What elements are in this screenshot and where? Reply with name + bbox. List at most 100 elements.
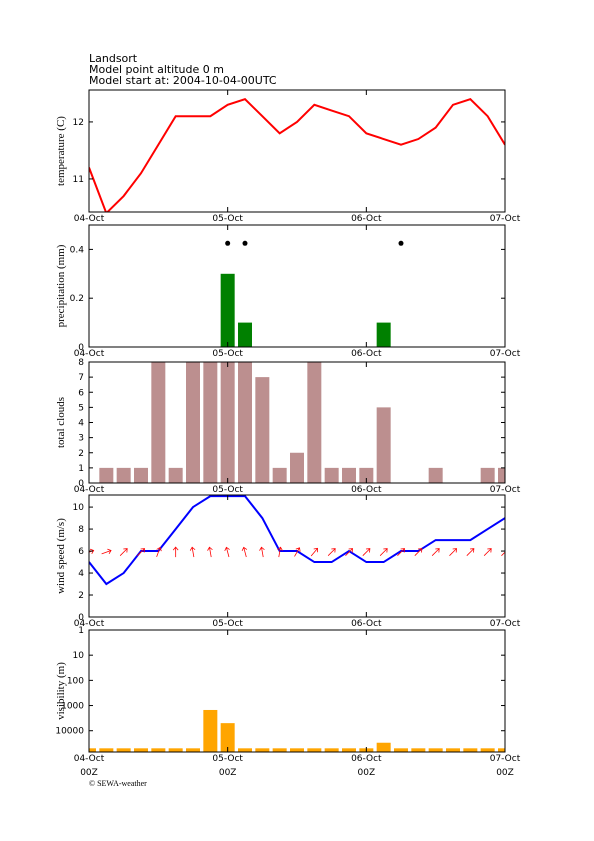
wind-arrow	[189, 546, 196, 558]
x-tick-label: 05-Oct	[212, 349, 243, 359]
y-tick-label: 0	[78, 343, 84, 353]
x-tick-label: 06-Oct	[351, 214, 382, 224]
bar	[376, 742, 391, 752]
bar	[238, 362, 252, 483]
wind-arrow	[224, 546, 230, 558]
y-tick-label: 11	[73, 175, 84, 185]
y-axis-label: temperature (C)	[55, 116, 67, 186]
bar	[428, 467, 443, 483]
bar	[480, 467, 495, 483]
y-tick-label: 2	[78, 591, 84, 601]
wind-arrow-shape	[224, 546, 230, 558]
y-axis-label: precipitation (mm)	[55, 244, 67, 327]
y-tick-label: 1	[78, 464, 84, 474]
wind-arrow-shape	[483, 548, 492, 556]
x-tick-label: 07-Oct	[490, 754, 521, 764]
wind-arrow-shape	[414, 548, 423, 556]
wind-arrow-shape	[137, 548, 145, 556]
wind-arrow	[137, 548, 145, 556]
plot-frame	[88, 361, 506, 484]
plot-frame	[88, 629, 506, 753]
bar	[134, 748, 148, 752]
wind-arrow-shape	[156, 546, 162, 557]
bar	[116, 748, 131, 752]
y-tick-label: 2	[78, 449, 84, 459]
bar	[168, 748, 183, 752]
y-tick-label: 8	[78, 358, 84, 368]
y-tick-label: 12	[73, 118, 84, 128]
bar	[203, 362, 218, 483]
wind-arrow	[414, 548, 423, 556]
bar	[290, 452, 304, 483]
y-tick-label: 1000	[61, 702, 84, 712]
symbol	[398, 240, 404, 246]
wind-arrow-shape	[362, 548, 371, 556]
wind-arrow-shape	[294, 547, 301, 557]
y-tick-label: 6	[78, 388, 84, 398]
y-tick-label: 0.4	[70, 245, 85, 255]
y-tick-label: 8	[78, 525, 84, 535]
wind-arrow	[327, 548, 336, 556]
y-tick-label: 10	[73, 503, 85, 513]
bar	[220, 273, 235, 347]
bar	[186, 362, 200, 483]
wind-arrow-shape	[345, 548, 353, 556]
bar	[134, 467, 148, 483]
bar	[359, 467, 374, 483]
x-tick-label: 05-Oct	[212, 214, 243, 224]
y-axis-label: wind speed (m/s)	[55, 518, 67, 594]
wind-arrow	[362, 548, 371, 556]
y-tick-label: 4	[78, 569, 84, 579]
bar	[255, 377, 270, 483]
bar	[394, 748, 408, 752]
wind-arrow	[449, 548, 457, 556]
x-tick-label: 06-Oct	[351, 349, 382, 359]
bar	[342, 467, 356, 483]
symbol	[242, 240, 248, 246]
copyright: © SEWA-weather	[89, 779, 147, 788]
x-tick-label: 05-Oct	[212, 485, 243, 495]
wind-arrow-shape	[172, 546, 179, 558]
wind-arrow-shape	[379, 548, 388, 556]
y-tick-label: 6	[78, 547, 84, 557]
wind-arrow-shape	[431, 548, 440, 556]
x-tick-sublabel: 00Z	[80, 768, 98, 778]
wind-arrow	[310, 547, 318, 557]
x-tick-label: 06-Oct	[351, 754, 382, 764]
wind-arrow-shape	[310, 547, 318, 557]
y-tick-label: 3	[78, 434, 84, 444]
wind-arrow	[259, 546, 265, 558]
x-tick-label: 04-Oct	[74, 485, 105, 495]
wind-arrow-shape	[466, 548, 475, 556]
x-tick-label: 07-Oct	[490, 485, 521, 495]
bar	[376, 322, 391, 347]
bar	[324, 467, 339, 483]
plot	[220, 240, 404, 347]
x-tick-label: 05-Oct	[212, 619, 243, 629]
x-tick-label: 07-Oct	[490, 214, 521, 224]
y-tick-label: 0	[78, 479, 84, 489]
plot	[89, 495, 505, 586]
bar	[411, 748, 426, 752]
y-tick-label: 0	[78, 613, 84, 623]
x-tick-label: 04-Oct	[74, 349, 105, 359]
x-tick-label: 06-Oct	[351, 619, 382, 629]
wind-arrow	[101, 548, 112, 555]
bar	[89, 748, 96, 752]
wind-arrow	[277, 546, 283, 558]
bar	[342, 748, 356, 752]
data-line	[89, 97, 505, 212]
x-tick-sublabel: 00Z	[358, 768, 376, 778]
bar	[480, 748, 495, 752]
wind-arrow	[207, 546, 213, 558]
bar	[446, 748, 460, 752]
wind-arrow	[397, 548, 405, 556]
plot-frame	[88, 89, 506, 213]
bar	[272, 467, 287, 483]
x-tick-sublabel: 00Z	[496, 768, 514, 778]
wind-arrow	[119, 548, 128, 556]
y-tick-label: 10	[73, 651, 85, 661]
bar	[151, 748, 166, 752]
x-tick-label: 07-Oct	[490, 619, 521, 629]
